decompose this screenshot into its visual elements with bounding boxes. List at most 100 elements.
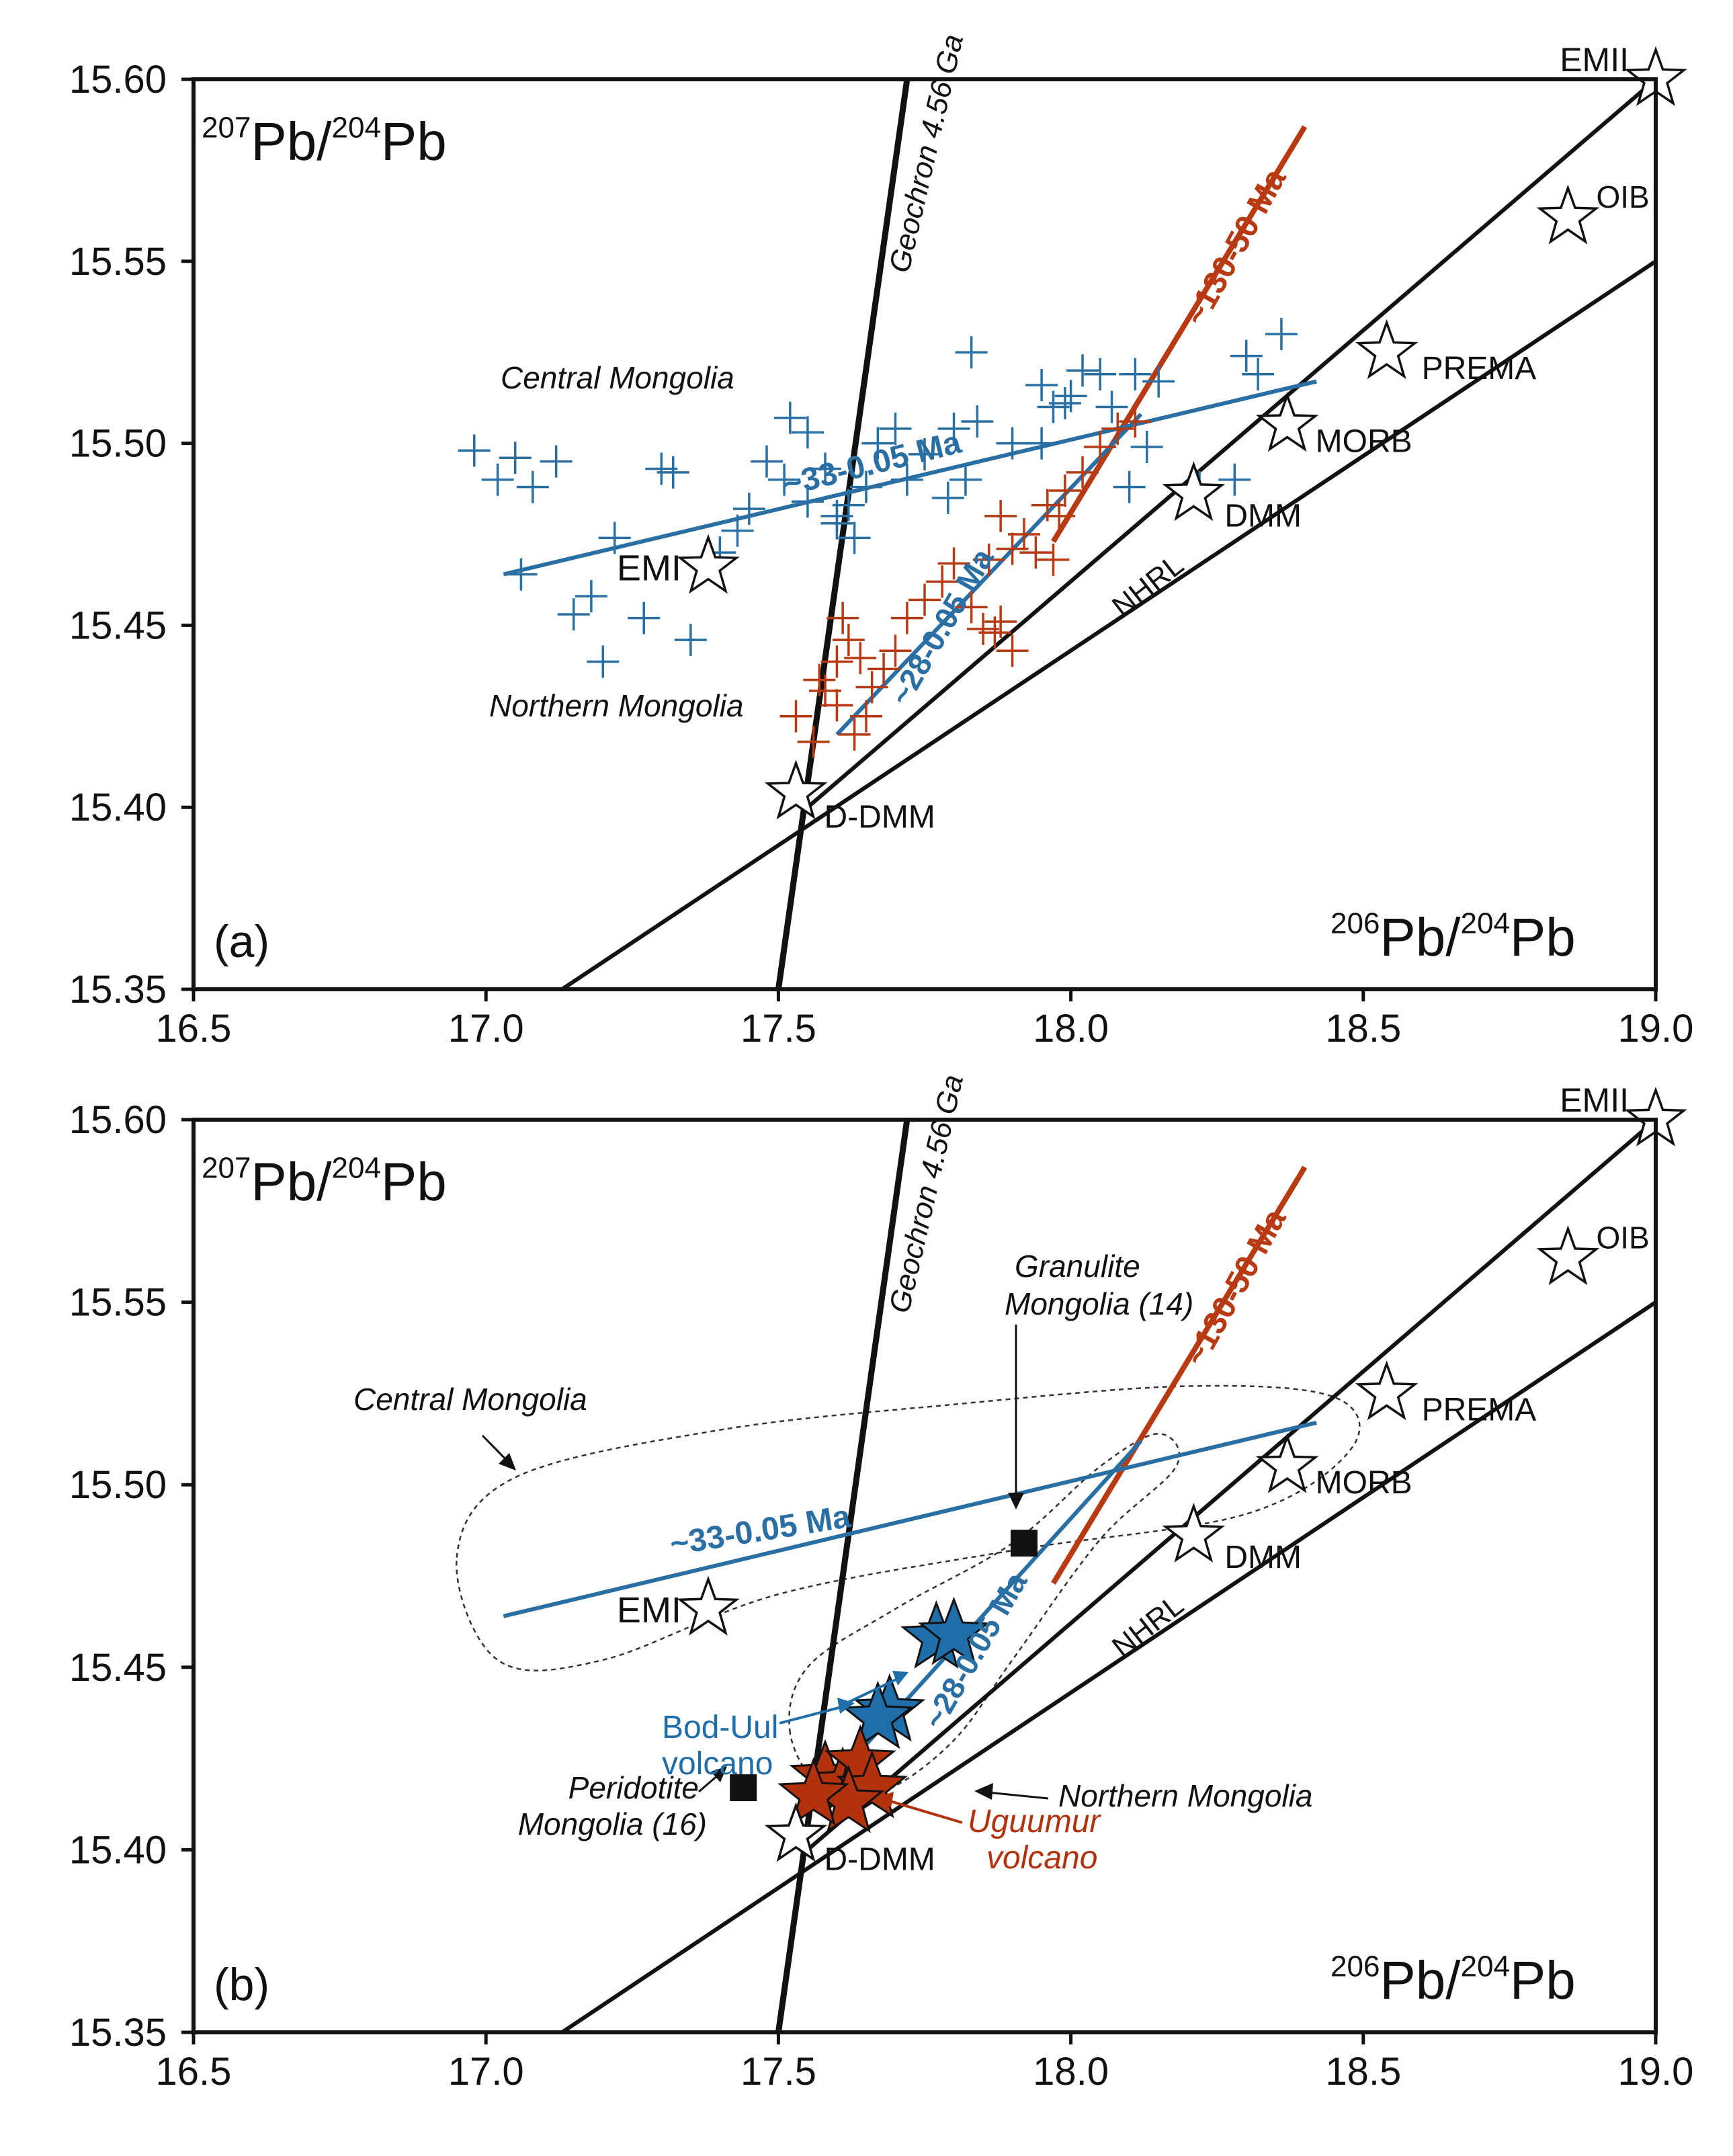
data-point [797,725,830,758]
data-point [996,427,1029,460]
y-axis-label-sup2: 204 [332,111,381,144]
panel-a: 16.5 17.0 17.5 18.0 18.5 19.0 15.35 15.40 15.45 1… [69,31,1694,1050]
y-tick-label: 15.50 [69,422,167,466]
data-point [516,470,549,503]
data-point [855,671,888,704]
x-axis-label: 206Pb/204Pb [1330,907,1576,967]
volcano-label: volcano [662,1746,773,1782]
end-member-star [677,534,740,594]
x-tick-label: 17.5 [741,2050,816,2093]
volcano-label: Uguumur [968,1804,1101,1839]
y-axis-label-sup1: 207 [202,1151,251,1184]
data-point [879,634,912,667]
arrowhead [711,1766,727,1782]
annotation-arrow [779,1704,847,1725]
volcano-star [918,1596,990,1665]
x-axis-label-base1: Pb/ [1380,907,1461,967]
data-point [849,700,882,733]
end-member-star [1355,319,1419,379]
reference-line [775,79,911,989]
data-point [879,412,912,445]
end-member-label: MORB [1316,1465,1412,1501]
data-point [773,401,806,434]
y-tick-label: 15.55 [69,1281,167,1325]
x-tick-label: 16.5 [156,2050,232,2093]
data-point [1007,518,1040,550]
end-member-star [1162,461,1226,522]
y-tick-label: 15.35 [69,968,167,1011]
end-member-star [764,759,828,820]
annotation: Mongolia (14) [1005,1286,1193,1321]
data-point [750,445,783,478]
data-point [628,602,661,634]
volcano-label: Bod-Uul [662,1710,778,1745]
data-point [1130,431,1163,464]
annotation: Central Mongolia [501,360,734,395]
x-axis-label: 206Pb/204Pb [1330,1950,1576,2010]
x-tick-label: 17.0 [448,1007,524,1050]
data-point [1242,358,1275,390]
end-member-label: EMI [617,1590,681,1630]
data-point [1025,368,1058,401]
data-point [791,416,824,449]
end-member-label: EMI [617,548,681,589]
data-point [1230,339,1263,372]
x-tick-label: 18.0 [1033,1007,1109,1050]
end-member-star [1536,184,1600,245]
x-axis-label-base2: Pb [1510,1950,1576,2010]
line-label-130-50: ~130-50 Ma [1178,163,1293,331]
data-point [949,463,982,496]
x-axis-label-sup1: 206 [1330,907,1380,940]
end-member-label: PREMA [1422,351,1537,386]
y-tick-label: 15.45 [69,604,167,647]
data-point [1066,456,1099,489]
data-point [1265,318,1298,351]
panel-b: 16.5 17.0 17.5 18.0 18.5 19.0 15.35 15.40 15.45 1… [69,1071,1694,2093]
data-point [768,463,801,496]
arrowhead [878,1792,894,1808]
data-point [849,470,882,503]
end-member-star [1255,1433,1319,1493]
data-point [1037,543,1070,576]
y-axis-label-base1: Pb/ [251,112,332,171]
data-point [721,514,754,547]
end-member-star [1355,1360,1419,1421]
reference-line [503,1420,1317,1618]
data-point [820,645,853,678]
data-point [1119,405,1152,438]
data-point [587,645,620,678]
data-point [890,602,923,634]
y-tick-label: 15.45 [69,1646,167,1690]
end-member-label: PREMA [1422,1392,1537,1427]
data-point [827,602,859,634]
end-member-star [1255,392,1319,452]
data-point [809,452,842,485]
data-point [984,499,1017,532]
data-point [1095,390,1128,423]
x-tick-label: 17.0 [448,2050,524,2093]
reference-line [560,259,1656,989]
data-point [1084,431,1117,464]
reference-line [1051,1165,1308,1585]
data-point [955,336,988,369]
end-member-label: DMM [1224,1540,1302,1575]
x-axis-label-base1: Pb/ [1380,1950,1461,2010]
arrowhead [974,1783,993,1800]
reference-line [806,1120,1656,1852]
y-axis-label-sup1: 207 [202,111,251,144]
data-point [908,438,941,470]
annotation-arrow [698,1773,720,1793]
data-point [674,624,707,657]
data-point [961,405,994,438]
x-tick-label: 19.0 [1618,2050,1694,2093]
end-member-label: D-DMM [825,1842,935,1878]
x-tick-label: 17.5 [741,1007,816,1050]
volcano-label: volcano [986,1840,1097,1876]
annotation: Northern Mongolia [489,688,743,723]
y-tick-label: 15.55 [69,240,167,284]
y-tick-label: 15.40 [69,1828,167,1872]
data-point [820,499,853,532]
data-point [791,485,824,518]
y-axis-label: 207Pb/204Pb [202,111,447,171]
